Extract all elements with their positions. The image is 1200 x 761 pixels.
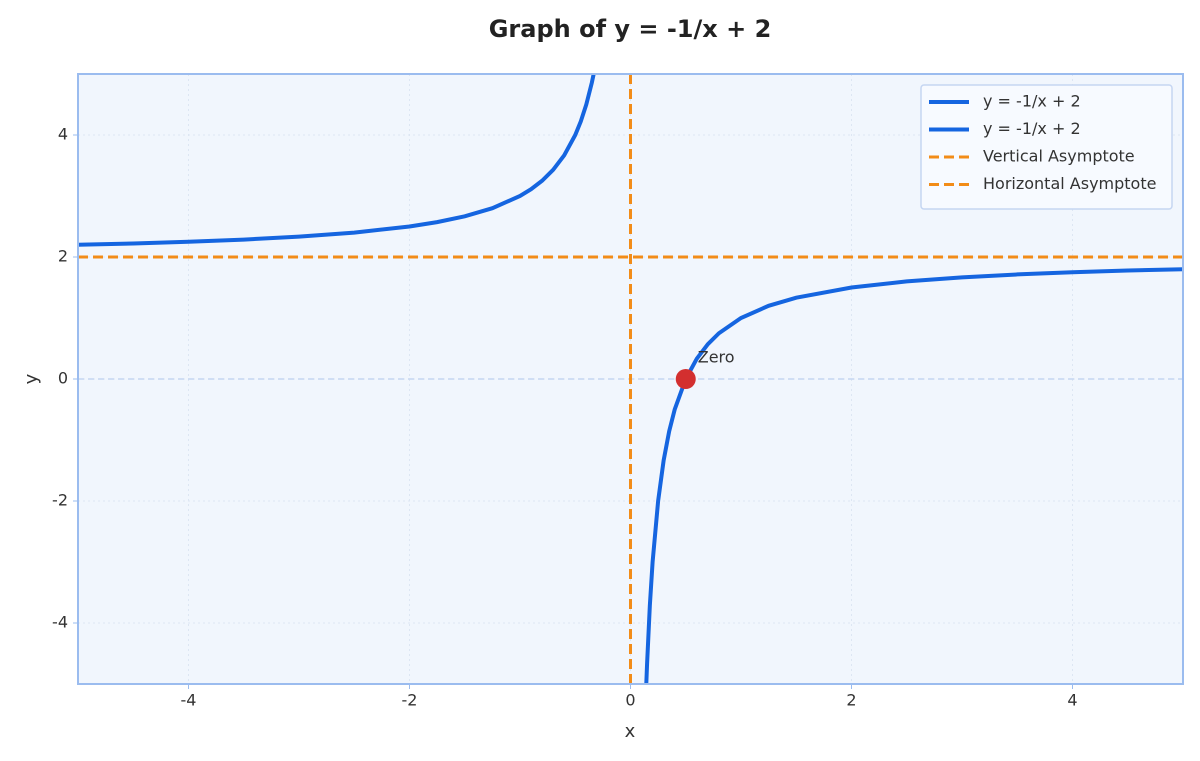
function-curve	[644, 267, 1183, 684]
legend-label: Vertical Asymptote	[983, 147, 1135, 166]
legend: y = -1/x + 2 y = -1/x + 2 Vertical Asympto…	[920, 84, 1173, 210]
function-curve	[78, 74, 596, 247]
y-tick-label: 0	[58, 369, 68, 388]
legend-label: Horizontal Asymptote	[983, 174, 1156, 193]
x-tick-label: 4	[1067, 691, 1077, 710]
chart-title: Graph of y = -1/x + 2	[489, 15, 772, 43]
y-tick-label: -4	[52, 613, 68, 632]
x-axis-label: x	[625, 721, 636, 742]
x-tick-label: -4	[181, 691, 197, 710]
y-axis-label: y	[21, 373, 42, 384]
legend-box	[920, 84, 1173, 210]
x-tick-label: -2	[402, 691, 418, 710]
zero-point	[675, 369, 696, 389]
y-tick-label: -2	[52, 491, 68, 510]
x-tick-label: 0	[625, 691, 635, 710]
x-tick-label: 2	[846, 691, 856, 710]
legend-label: y = -1/x + 2	[983, 119, 1081, 138]
plot-border	[77, 73, 1184, 685]
y-tick-label: 2	[58, 247, 68, 266]
plot-layer	[78, 74, 1183, 684]
point-annotation: Zero	[698, 348, 735, 367]
legend-label: y = -1/x + 2	[983, 92, 1081, 111]
y-tick-label: 4	[58, 125, 68, 144]
